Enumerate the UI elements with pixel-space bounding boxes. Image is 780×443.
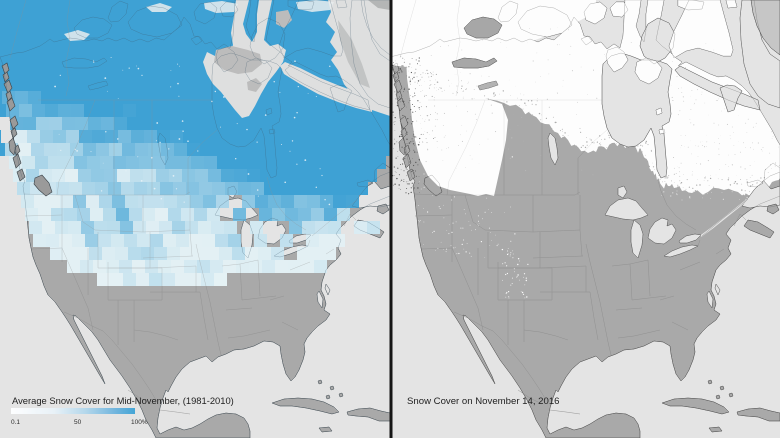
svg-text:Average Snow Cover for Mid-Nov: Average Snow Cover for Mid-November, (19… [12,395,234,406]
svg-text:100%: 100% [131,419,148,426]
svg-text:0.1: 0.1 [11,419,20,426]
svg-text:50: 50 [74,419,82,426]
svg-text:Snow Cover on November 14, 201: Snow Cover on November 14, 2016 [407,396,560,407]
